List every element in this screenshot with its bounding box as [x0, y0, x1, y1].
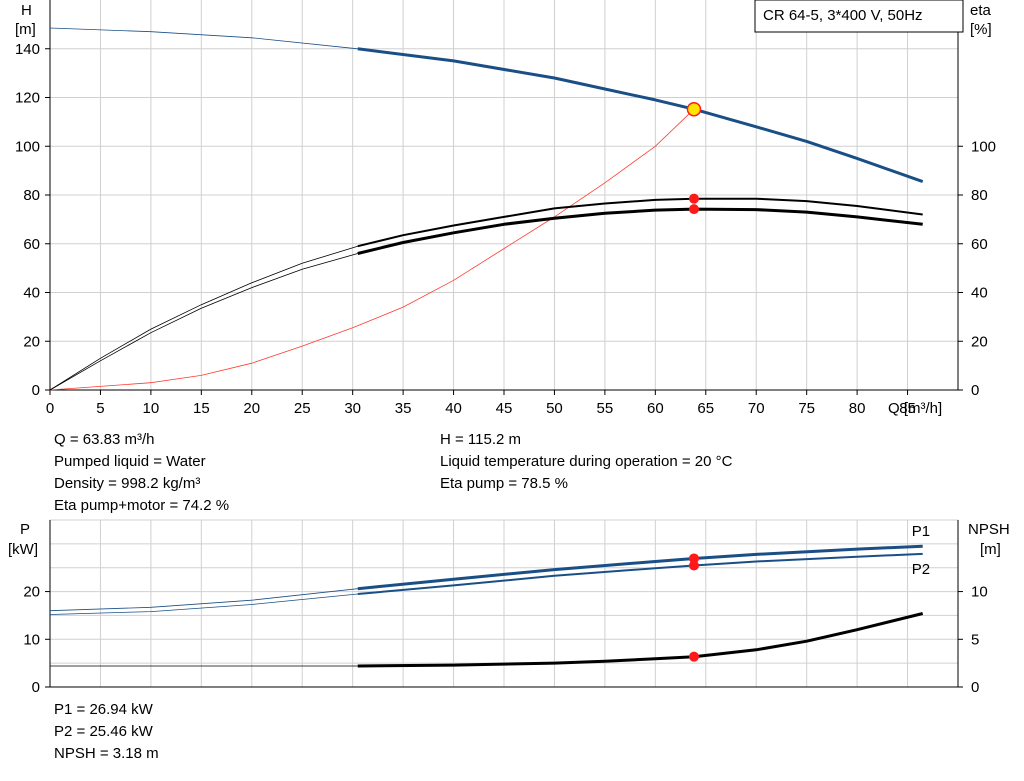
y-tick-label: 0	[32, 679, 40, 696]
x-tick-label: 15	[193, 400, 210, 417]
chart-title: CR 64-5, 3*400 V, 50Hz	[763, 7, 923, 24]
x-tick-label: 45	[496, 400, 513, 417]
info-p2: P2 = 25.46 kW	[54, 723, 153, 740]
x-tick-label: 5	[96, 400, 104, 417]
head-curve	[357, 47, 924, 184]
y2-axis-label: NPSH	[968, 521, 1010, 538]
y-tick-label: 120	[15, 90, 40, 107]
y2-axis-label: eta	[970, 2, 992, 19]
x-tick-label: 75	[798, 400, 815, 417]
y2-tick-label: 80	[971, 187, 988, 204]
y-axis-unit: [m]	[15, 21, 36, 38]
info-eta-total: Eta pump+motor = 74.2 %	[54, 497, 230, 514]
x-tick-label: 35	[395, 400, 412, 417]
y2-tick-label: 100	[971, 138, 996, 155]
x-tick-label: 10	[143, 400, 160, 417]
y2-axis-unit: [m]	[980, 541, 1001, 558]
y2-tick-label: 0	[971, 679, 979, 696]
x-tick-label: 0	[46, 400, 54, 417]
eta-pump-curve	[357, 197, 923, 248]
x-tick-label: 60	[647, 400, 664, 417]
info-eta-pump: Eta pump = 78.5 %	[440, 475, 568, 492]
p2-curve-extrapolated	[49, 593, 358, 615]
eta-total-duty-point	[688, 204, 699, 215]
title-box: CR 64-5, 3*400 V, 50Hz	[754, 0, 964, 33]
info-liquid: Pumped liquid = Water	[54, 453, 206, 470]
y-axis-label: P	[20, 521, 30, 538]
duty-info-left: Q = 63.83 m³/h Pumped liquid = Water Den…	[54, 429, 229, 517]
y2-tick-label: 20	[971, 333, 988, 350]
eta-total-curve-extrapolated	[49, 253, 358, 391]
info-flow: Q = 63.83 m³/h	[54, 431, 155, 448]
y-tick-label: 10	[23, 631, 40, 648]
y-axis-label: H	[21, 2, 32, 19]
head-duty-point	[686, 101, 702, 117]
p1-curve	[357, 544, 923, 591]
y-tick-label: 100	[15, 138, 40, 155]
y-tick-label: 0	[32, 382, 40, 399]
y2-axis-unit: [%]	[970, 21, 992, 38]
info-density: Density = 998.2 kg/m³	[54, 475, 201, 492]
x-axis-label: Q [m³/h]	[888, 400, 942, 417]
y-tick-label: 40	[23, 285, 40, 302]
x-tick-label: 40	[445, 400, 462, 417]
info-p1: P1 = 26.94 kW	[54, 701, 153, 718]
x-tick-label: 50	[546, 400, 563, 417]
y2-tick-label: 10	[971, 584, 988, 601]
p2-duty-point	[688, 560, 699, 571]
x-tick-label: 25	[294, 400, 311, 417]
x-tick-label: 20	[243, 400, 260, 417]
npsh-duty-point	[688, 651, 699, 662]
head-curve-extrapolated	[49, 27, 358, 50]
power-info: P1 = 26.94 kW P2 = 25.46 kW NPSH = 3.18 …	[54, 699, 159, 765]
y-axis-unit: [kW]	[8, 541, 38, 558]
y-tick-label: 140	[15, 41, 40, 58]
power-npsh-chart: 0 10 20 0 5 10 P [kW] NPSH [m] P1 P2	[8, 519, 1010, 696]
npsh-curve	[357, 612, 924, 668]
system-curve	[49, 108, 695, 391]
y2-tick-label: 60	[971, 236, 988, 253]
y-tick-label: 60	[23, 236, 40, 253]
x-tick-label: 65	[697, 400, 714, 417]
y-tick-label: 80	[23, 187, 40, 204]
y2-tick-label: 40	[971, 285, 988, 302]
p2-series-label: P2	[912, 561, 930, 578]
p1-series-label: P1	[912, 523, 930, 540]
x-tick-label: 85	[899, 400, 916, 417]
eta-pump-curve-extrapolated	[49, 245, 358, 391]
p1-curve-extrapolated	[49, 588, 358, 612]
info-head: H = 115.2 m	[440, 431, 522, 448]
p1-duty-point	[688, 553, 699, 564]
x-tick-label: 55	[597, 400, 614, 417]
x-tick-label: 80	[849, 400, 866, 417]
p2-curve	[357, 552, 923, 595]
info-temperature: Liquid temperature during operation = 20…	[440, 453, 733, 470]
info-npsh: NPSH = 3.18 m	[54, 745, 159, 762]
x-tick-label: 70	[748, 400, 765, 417]
head-efficiency-chart: 0 5 10 15 20 25 30 35 40 45 50 55 60 65 70 75 80 85 0 20 40 6…	[15, 0, 996, 417]
y-tick-label: 20	[23, 584, 40, 601]
y2-tick-label: 5	[971, 631, 979, 648]
y2-tick-label: 0	[971, 382, 979, 399]
eta-total-curve	[357, 207, 923, 255]
duty-info-right: H = 115.2 m Liquid temperature during op…	[440, 429, 732, 495]
y-tick-label: 20	[23, 333, 40, 350]
eta-pump-duty-point	[688, 193, 699, 204]
x-tick-label: 30	[344, 400, 361, 417]
